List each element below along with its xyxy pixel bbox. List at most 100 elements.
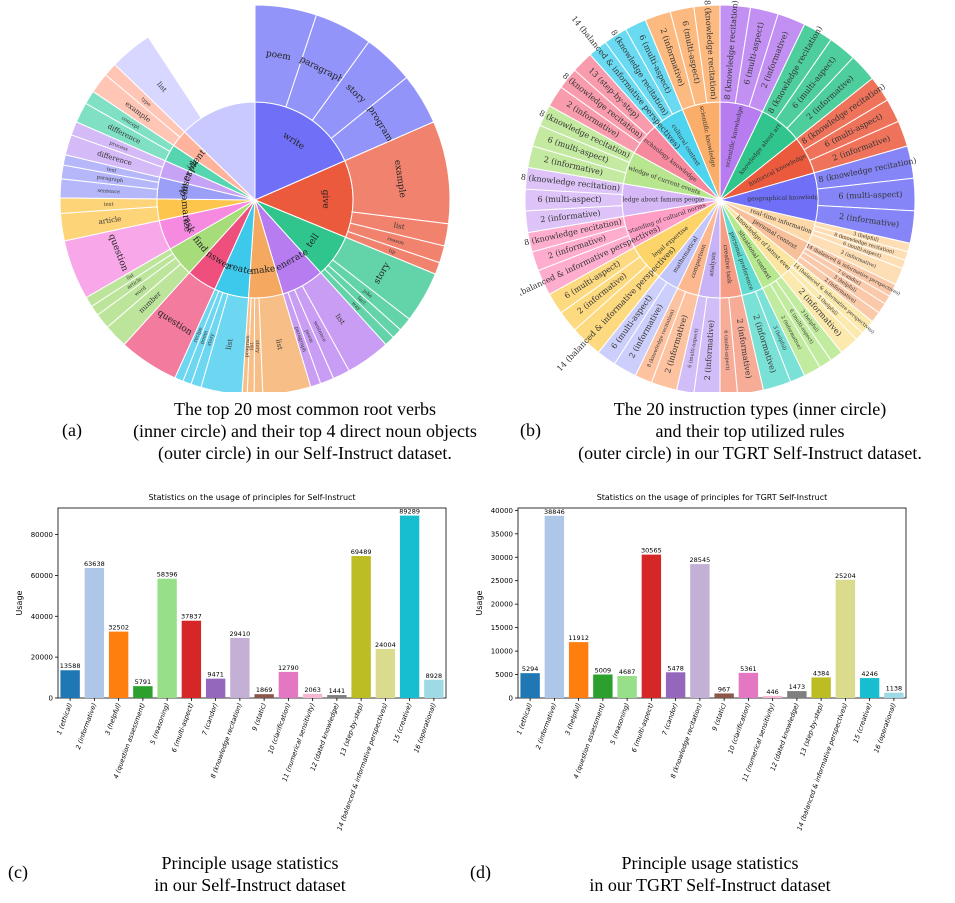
bar xyxy=(568,642,589,698)
x-tick-label: 2 (informative) xyxy=(74,702,98,750)
bar-value-label: 28545 xyxy=(690,556,711,564)
sunburst-b-outer-label: 6 (multi-aspect) xyxy=(722,330,731,370)
bar xyxy=(181,620,202,698)
bar xyxy=(714,693,734,698)
bar xyxy=(327,695,347,698)
bar xyxy=(811,677,831,698)
y-axis-label: Usage xyxy=(15,590,24,615)
bar-value-label: 1473 xyxy=(789,683,806,691)
bar-value-label: 5478 xyxy=(667,664,684,672)
sunburst-b-outer-wedge xyxy=(693,4,721,104)
panel-tag-d: (d) xyxy=(470,862,491,882)
panel-tag-b: (b) xyxy=(520,420,541,440)
bar xyxy=(520,673,540,698)
sunburst-a-outer-label: list xyxy=(393,221,405,231)
bar-value-label: 89289 xyxy=(399,508,420,516)
caption-a: The top 20 most common root verbs (inner… xyxy=(60,398,550,464)
sunburst-a-outer-label: way xyxy=(350,301,361,313)
x-tick-label: 10 (clarification) xyxy=(726,702,752,755)
bar xyxy=(859,678,880,698)
sunburst-a-outer-label: tip xyxy=(388,248,396,256)
sunburst-a-outer-label: list xyxy=(274,338,284,350)
sunburst-a-outer-label: poem xyxy=(199,330,210,345)
y-axis-label: Usage xyxy=(475,590,484,615)
bar-value-label: 1138 xyxy=(886,685,903,693)
caption-a-line-3: (outer circle) in our Self-Instruct data… xyxy=(158,443,452,463)
y-tick-label: 5000 xyxy=(495,671,513,679)
x-tick-label: 9 (static) xyxy=(251,702,268,732)
sunburst-a-outer-label: text xyxy=(106,166,117,174)
sunburst-a-outer-label: story xyxy=(206,333,216,347)
sunburst-b-outer-label: 2 (informative) xyxy=(703,320,716,381)
caption-c-line-2: in our Self-Instruct dataset xyxy=(154,875,346,895)
bar-value-label: 5009 xyxy=(595,667,612,675)
sunburst-a-outer-label: list xyxy=(225,338,235,350)
bar xyxy=(665,672,686,698)
bar-value-label: 446 xyxy=(766,688,778,696)
caption-b-line-1: The 20 instruction types (inner circle) xyxy=(613,399,887,419)
bar xyxy=(157,578,177,698)
bar-value-label: 5791 xyxy=(135,678,152,686)
bar xyxy=(108,631,129,698)
sunburst-b-inner-label: geographical knowledge xyxy=(747,194,822,203)
sunburst-a-outer-label: paragraph xyxy=(96,174,124,184)
sunburst-b-inner-label: knowledge about famous people xyxy=(606,197,705,204)
caption-b-line-3: (outer circle) in our TGRT Self-Instruct… xyxy=(578,443,922,463)
sunburst-a-outer-label: program xyxy=(244,335,251,357)
bar-chart-self-instruct: Statistics on the usage of principles fo… xyxy=(15,493,447,832)
sunburst-a-outer-label: list xyxy=(249,343,255,351)
bar xyxy=(375,648,396,698)
y-tick-label: 40000 xyxy=(31,613,53,621)
bar xyxy=(278,671,299,698)
y-tick-label: 20000 xyxy=(491,601,513,609)
sunburst-b-outer-label: 6 (multi-aspect) xyxy=(838,190,902,201)
bar xyxy=(884,692,904,698)
x-tick-label: 3 (helpful) xyxy=(104,702,123,736)
sunburst-a-inner-label: make xyxy=(250,264,276,277)
x-tick-label: 7 (candor) xyxy=(200,702,219,736)
x-tick-label: 15 (creative) xyxy=(852,702,874,744)
bar xyxy=(302,693,323,698)
y-tick-label: 20000 xyxy=(31,654,53,662)
sunburst-a-outer-label: fact xyxy=(356,295,367,306)
x-tick-label: 1 (ethical) xyxy=(515,702,534,736)
bar-value-label: 37837 xyxy=(181,613,202,621)
x-tick-label: 13 (step-by-step) xyxy=(338,702,365,757)
bar-value-label: 30565 xyxy=(641,547,662,555)
y-tick-label: 0 xyxy=(49,695,53,703)
bar xyxy=(787,691,807,698)
x-tick-label: 13 (step-by-step) xyxy=(798,702,825,757)
sunburst-chart-verbs: writegivetellgeneratemakecreateanswerfin… xyxy=(59,4,451,392)
caption-d-line-2: in our TGRT Self-Instruct dataset xyxy=(589,875,831,895)
x-tick-label: 1 (ethical) xyxy=(55,702,74,736)
sunburst-a-outer-label: poem xyxy=(265,49,292,63)
bar-value-label: 38846 xyxy=(544,508,565,516)
caption-d-line-1: Principle usage statistics xyxy=(621,853,799,873)
sunburst-verbs-group: writegivetellgeneratemakecreateanswerfin… xyxy=(59,4,451,392)
sunburst-a-outer-label: list xyxy=(126,272,136,281)
bar xyxy=(351,556,371,698)
panel-tag-c: (c) xyxy=(8,862,28,882)
y-tick-label: 0 xyxy=(509,695,513,703)
bar xyxy=(617,676,637,698)
sunburst-b-outer-label: 6 (multi-aspect) xyxy=(537,195,601,204)
sunburst-a-outer-label: recipe xyxy=(192,327,204,344)
bar-value-label: 63638 xyxy=(84,560,105,568)
bar-value-label: 13588 xyxy=(60,662,81,670)
x-tick-label: 2 (informative) xyxy=(534,702,558,750)
bar-value-label: 12790 xyxy=(278,664,299,672)
caption-a-line-2: (inner circle) and their top 4 direct no… xyxy=(133,421,477,441)
sunburst-a-outer-label: text xyxy=(104,202,114,208)
x-tick-label: 6 (multi-aspect) xyxy=(630,702,655,753)
bar-value-label: 1869 xyxy=(256,686,273,694)
caption-d: Principle usage statistics in our TGRT S… xyxy=(560,852,860,896)
bar xyxy=(544,515,565,698)
plot-frame xyxy=(517,507,907,699)
bar-value-label: 69489 xyxy=(351,548,372,556)
bar-value-label: 25204 xyxy=(835,572,856,580)
sunburst-a-inner-label: give xyxy=(320,190,330,209)
bar-value-label: 24004 xyxy=(375,641,396,649)
sunburst-a-outer-wedge xyxy=(147,4,256,119)
